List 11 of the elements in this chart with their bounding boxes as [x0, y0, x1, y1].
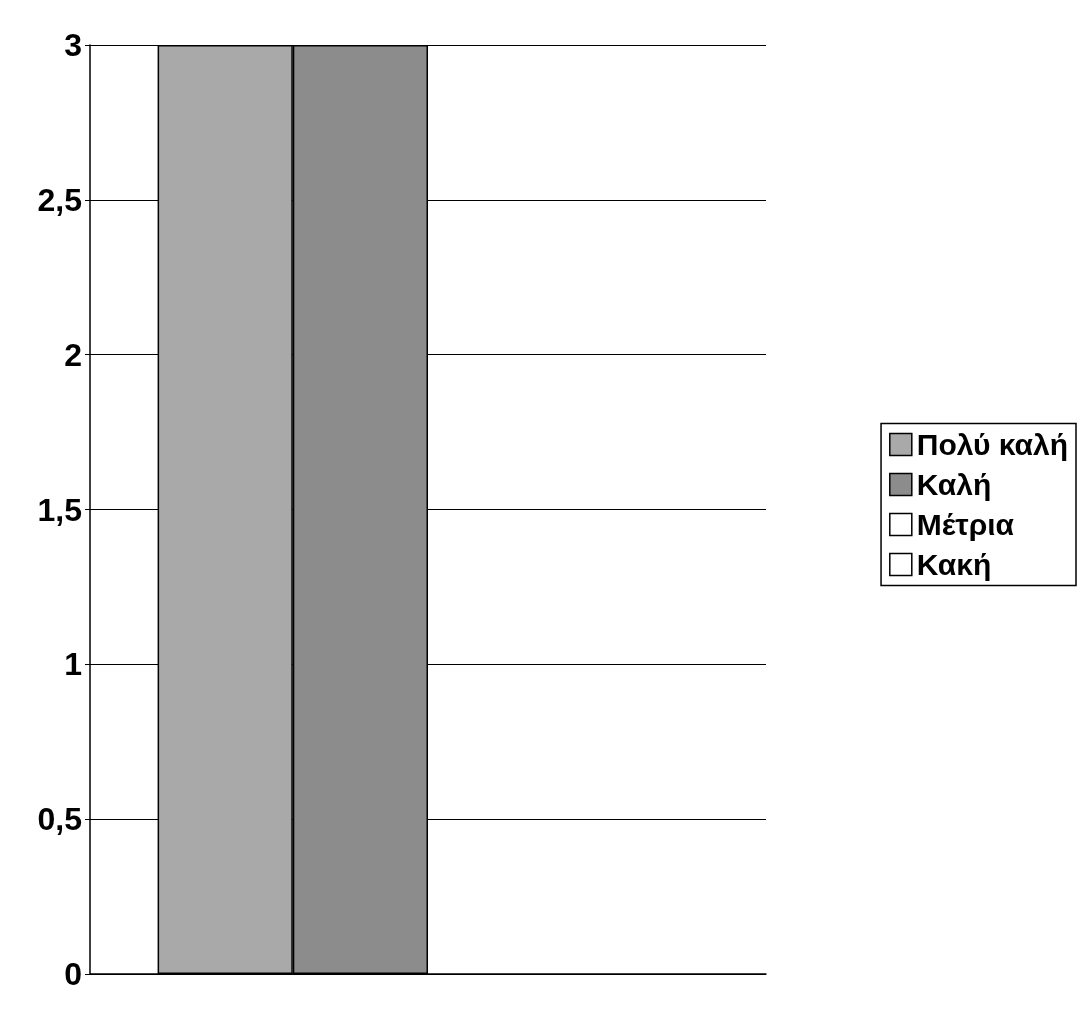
y-tick-label: 2,5	[37, 181, 82, 218]
y-tick-label: 2	[64, 336, 82, 373]
legend-label: Μέτρια	[916, 508, 1015, 541]
legend-label: Πολύ καλή	[916, 428, 1068, 461]
y-tick-label: 1,5	[37, 491, 82, 528]
y-tick-label: 1	[64, 646, 82, 683]
y-tick-label: 3	[64, 27, 82, 63]
legend-label: Κακή	[916, 548, 992, 581]
y-tick-label: 0,5	[37, 801, 82, 838]
legend-label: Καλή	[916, 468, 992, 501]
y-tick-label: 0	[64, 956, 82, 992]
